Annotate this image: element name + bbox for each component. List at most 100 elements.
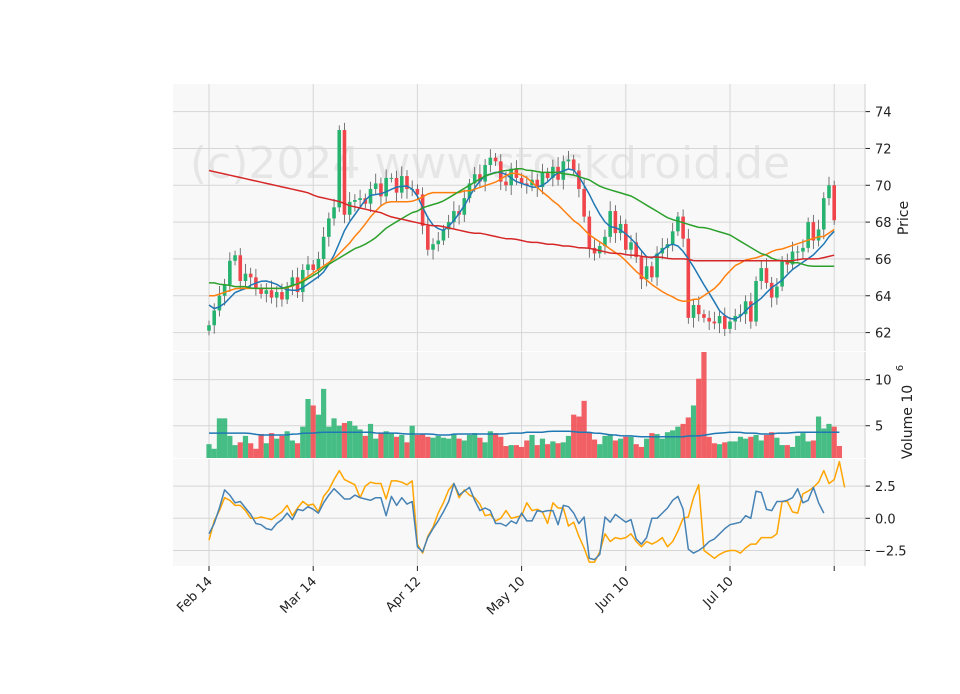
volume-bar — [628, 436, 634, 458]
candle-body — [321, 236, 326, 259]
volume-bar — [727, 441, 733, 458]
volume-bar — [289, 440, 295, 458]
volume-bar — [529, 434, 535, 458]
volume-bar — [284, 431, 290, 458]
volume-bar — [404, 442, 410, 458]
candle-body — [248, 273, 253, 278]
candle-body — [426, 225, 430, 250]
volume-bar — [831, 426, 837, 458]
candle-body — [373, 183, 378, 189]
volume-bar — [477, 437, 483, 458]
volume-bar — [716, 444, 723, 458]
candle-body — [519, 177, 524, 184]
volume-average-line — [209, 430, 840, 438]
candle-body — [597, 246, 602, 254]
volume-bar — [560, 442, 566, 458]
price-y-tick-label: 66 — [875, 253, 892, 268]
volume-bar — [263, 443, 269, 458]
volume-bar — [836, 446, 843, 458]
volume-bar — [706, 436, 712, 458]
volume-y-tick-label: 5 — [875, 420, 883, 435]
candle-body — [571, 159, 576, 171]
candle-body — [436, 240, 441, 245]
volume-bar — [690, 405, 697, 458]
volume-bar — [503, 446, 509, 458]
candle-body — [686, 238, 691, 318]
candle-body — [415, 188, 420, 195]
candle-body — [670, 231, 675, 245]
moving-average-slow-line — [209, 167, 835, 290]
volume-bar — [472, 433, 478, 458]
candle-body — [379, 183, 383, 197]
volume-bar — [393, 436, 400, 458]
candle-body — [738, 314, 743, 317]
candle-body — [775, 286, 779, 298]
volume-bar — [492, 433, 499, 458]
volume-bar — [440, 437, 447, 458]
candle-body — [780, 260, 784, 287]
candle-body — [478, 174, 482, 182]
candle-body — [634, 242, 639, 258]
candle-body — [472, 174, 477, 184]
volume-bar — [789, 446, 796, 458]
volume-bar — [237, 442, 243, 458]
oscillator-y-tick-label: 2.5 — [875, 480, 896, 495]
volume-bar — [597, 444, 603, 458]
candle-body — [228, 260, 232, 285]
volume-bar — [649, 433, 655, 458]
volume-bar — [534, 445, 540, 458]
panel-background-3 — [173, 459, 865, 566]
oscillator-line-blue — [208, 482, 825, 561]
volume-bar — [258, 434, 264, 458]
volume-bar — [216, 418, 223, 458]
volume-bar — [539, 438, 546, 458]
volume-bar — [446, 438, 452, 458]
candle-body — [769, 282, 774, 298]
volume-bar — [711, 443, 717, 458]
volume-bar — [795, 435, 801, 458]
candle-body — [420, 194, 425, 226]
volume-bar — [242, 435, 249, 458]
volume-bar — [644, 438, 650, 458]
volume-bar — [519, 446, 525, 458]
candle-body — [394, 177, 399, 193]
candle-body — [290, 277, 295, 287]
candle-body — [717, 316, 722, 324]
candle-body — [525, 183, 529, 186]
volume-bars — [206, 352, 843, 458]
price-y-tick-label: 72 — [875, 142, 892, 157]
candle-body — [790, 251, 795, 265]
x-tick-label: Feb 14 — [174, 574, 216, 616]
volume-bar — [769, 432, 775, 458]
volume-bar — [701, 352, 707, 458]
moving-average-mid-line — [209, 172, 835, 303]
candle-body — [238, 255, 243, 282]
volume-bar — [383, 431, 389, 458]
volume-bar — [821, 428, 827, 458]
volume-bar — [513, 445, 519, 458]
volume-bar — [331, 418, 337, 458]
volume-bar — [664, 432, 671, 458]
volume-bar — [685, 417, 691, 458]
volume-bar — [550, 441, 556, 458]
moving-average-long-line — [208, 169, 835, 262]
candle-body — [827, 185, 831, 199]
candle-body — [405, 176, 409, 189]
volume-bar — [696, 378, 702, 458]
candle-body — [816, 229, 821, 241]
panel-backgrounds — [173, 84, 865, 566]
candle-body — [452, 211, 456, 223]
candle-body — [217, 295, 222, 311]
candle-body — [821, 198, 826, 230]
candle-body — [707, 317, 711, 322]
axes — [208, 84, 870, 571]
volume-bar — [373, 438, 379, 458]
volume-bar — [425, 436, 431, 458]
candle-body — [483, 165, 487, 182]
volume-bar — [737, 436, 744, 458]
candle-body — [764, 268, 769, 283]
volume-bar — [321, 388, 327, 458]
volume-bar — [279, 435, 285, 458]
volume-bar — [300, 426, 306, 458]
